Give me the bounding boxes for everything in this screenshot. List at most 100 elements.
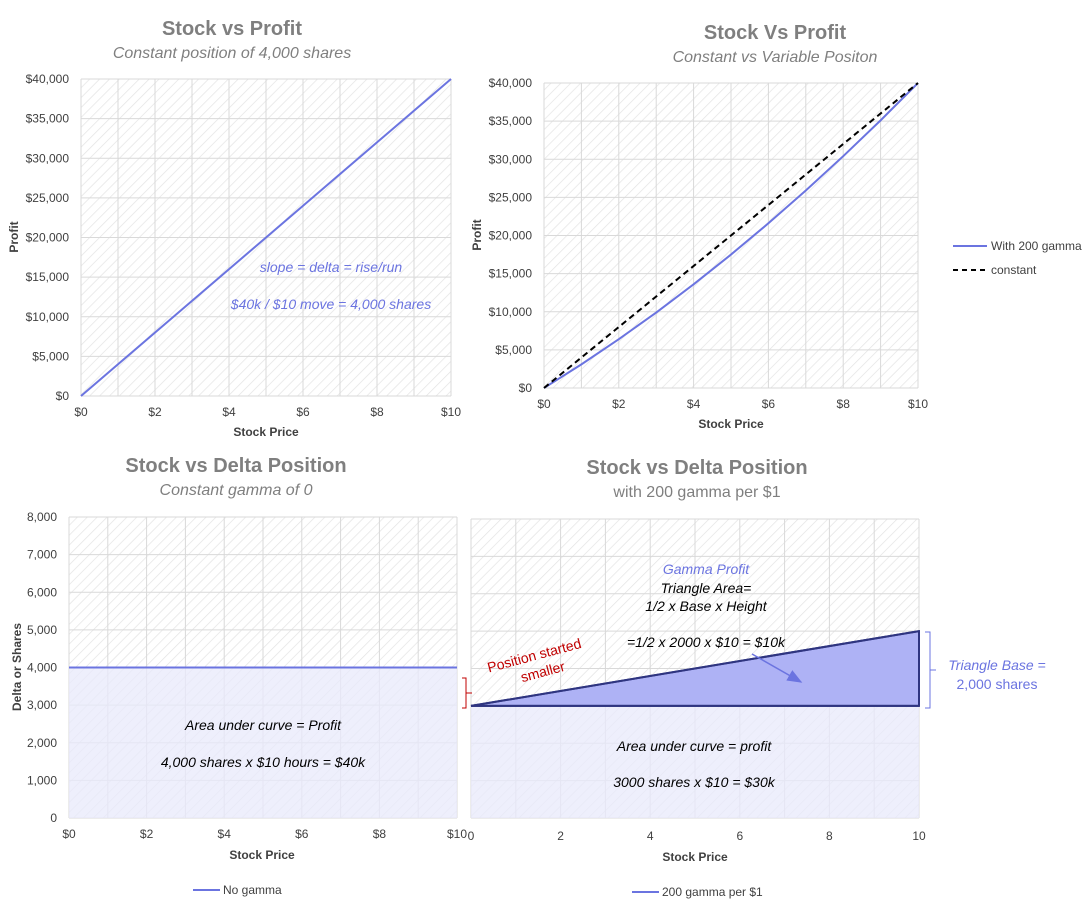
c2-x-tick-label: $2 bbox=[612, 397, 626, 411]
area-under-curve bbox=[471, 705, 919, 818]
triangle-base-bracket bbox=[925, 631, 936, 709]
chart-3-ylabel: Delta or Shares bbox=[10, 623, 24, 711]
c2-y-tick-label: $15,000 bbox=[489, 267, 533, 281]
legend-label-with-200-gamma: With 200 gamma bbox=[991, 239, 1082, 253]
c3-y-tick-label: 2,000 bbox=[27, 736, 57, 750]
legend-label-200-gamma: 200 gamma per $1 bbox=[662, 885, 763, 899]
chart-4-annotation-calc: =1/2 x 2000 x $10 = $10k bbox=[627, 634, 786, 650]
chart-3-xlabel: Stock Price bbox=[229, 848, 295, 862]
c2-x-tick-label: $8 bbox=[837, 397, 851, 411]
c2-x-tick-label: $6 bbox=[762, 397, 776, 411]
chart-3-legend: No gamma bbox=[193, 883, 282, 897]
c1-x-tick-label: $4 bbox=[222, 405, 236, 419]
c3-y-tick-label: 4,000 bbox=[27, 661, 57, 675]
c1-x-tick-label: $2 bbox=[148, 405, 162, 419]
c2-x-tick-label: $4 bbox=[687, 397, 701, 411]
chart-4-plot-area: 0 2 4 6 8 10 bbox=[468, 518, 926, 843]
chart-1-annotation-slope: slope = delta = rise/run bbox=[260, 259, 403, 275]
c1-x-tick-label: $6 bbox=[296, 405, 310, 419]
chart-4-annotation-formula: 1/2 x Base x Height bbox=[645, 598, 768, 614]
chart-4-legend: 200 gamma per $1 bbox=[632, 885, 763, 899]
chart-3-annotation-calc: 4,000 shares x $10 hours = $40k bbox=[161, 754, 366, 770]
chart-2-subtitle: Constant vs Variable Positon bbox=[673, 49, 878, 66]
c3-y-tick-label: 1,000 bbox=[27, 773, 57, 787]
c1-y-tick-label: $10,000 bbox=[26, 310, 70, 324]
c2-series-1 bbox=[543, 82, 919, 389]
c4-x-tick-label: 8 bbox=[826, 829, 833, 843]
c1-y-tick-label: $25,000 bbox=[26, 191, 70, 205]
chart-4-annotation-arrow bbox=[751, 653, 803, 683]
chart-2-xlabel: Stock Price bbox=[698, 417, 764, 431]
c3-x-tick-label: $0 bbox=[62, 827, 76, 841]
c3-y-tick-label: 3,000 bbox=[27, 698, 57, 712]
c1-series-0 bbox=[80, 78, 452, 397]
chart-4-annotation-gamma-profit: Gamma Profit bbox=[663, 561, 750, 577]
chart-4: Stock vs Delta Position with 200 gamma p… bbox=[462, 457, 1046, 899]
position-bracket bbox=[462, 677, 472, 709]
c2-y-tick-label: $30,000 bbox=[489, 152, 533, 166]
chart-2-legend: With 200 gamma constant bbox=[953, 239, 1082, 277]
chart-4-title: Stock vs Delta Position bbox=[586, 457, 807, 479]
c1-y-tick-label: $30,000 bbox=[26, 151, 70, 165]
c4-x-tick-label: 6 bbox=[736, 829, 743, 843]
c1-x-tick-label: $8 bbox=[370, 405, 384, 419]
c1-y-tick-label: $15,000 bbox=[26, 270, 70, 284]
chart-3-plot-area: $0 $2 $4 $6 $8 $10 0 1,000 2,000 3,000 4,000 5,000 6… bbox=[27, 510, 467, 841]
c1-y-tick-label: $40,000 bbox=[26, 72, 70, 86]
c3-y-tick-label: 0 bbox=[50, 811, 57, 825]
chart-1-xlabel: Stock Price bbox=[233, 425, 299, 439]
chart-2-title: Stock Vs Profit bbox=[704, 22, 847, 44]
chart-2-ylabel: Profit bbox=[470, 219, 484, 250]
c1-x-tick-label: $10 bbox=[441, 405, 461, 419]
c3-x-tick-label: $4 bbox=[218, 827, 232, 841]
chart-4-xlabel: Stock Price bbox=[662, 850, 728, 864]
chart-4-annotation-triangle-area: Triangle Area= bbox=[661, 580, 752, 596]
c3-y-tick-label: 5,000 bbox=[27, 623, 57, 637]
c4-x-tick-label: 2 bbox=[557, 829, 564, 843]
chart-4-annotation-area-profit: Area under curve = profit bbox=[616, 738, 773, 754]
chart-4-annotation-area-calc: 3000 shares x $10 = $30k bbox=[613, 774, 776, 790]
c3-x-tick-label: $2 bbox=[140, 827, 154, 841]
c3-x-tick-label: $6 bbox=[295, 827, 309, 841]
c3-y-tick-label: 7,000 bbox=[27, 548, 57, 562]
area-under-curve bbox=[69, 667, 457, 818]
chart-2-plot-area: $0 $2 $4 $6 $8 $10 $0 $5,000 $10,000 $15,000 $20,0… bbox=[489, 76, 929, 411]
chart-1-ylabel: Profit bbox=[7, 221, 21, 252]
c3-x-tick-label: $10 bbox=[447, 827, 467, 841]
chart-3-title: Stock vs Delta Position bbox=[125, 455, 346, 477]
chart-1-subtitle: Constant position of 4,000 shares bbox=[113, 45, 351, 62]
c2-y-tick-label: $5,000 bbox=[495, 343, 532, 357]
c4-x-tick-label: 0 bbox=[468, 829, 475, 843]
c2-series-0 bbox=[543, 82, 919, 389]
legend-label-constant: constant bbox=[991, 263, 1037, 277]
c2-x-tick-label: $10 bbox=[908, 397, 928, 411]
c2-y-tick-label: $0 bbox=[519, 381, 533, 395]
chart-4-annotation-triangle-base-2: 2,000 shares bbox=[957, 676, 1038, 692]
c4-x-tick-label: 10 bbox=[912, 829, 926, 843]
chart-1: Stock vs Profit Constant position of 4,0… bbox=[7, 18, 461, 439]
chart-1-plot-area: $0 $2 $4 $6 $8 $10 $0 $5,000 $10,000 $15,000 $20,0… bbox=[26, 72, 462, 419]
c1-y-tick-label: $0 bbox=[56, 389, 70, 403]
c2-y-tick-label: $40,000 bbox=[489, 76, 533, 90]
chart-1-title: Stock vs Profit bbox=[162, 18, 302, 40]
c1-y-tick-label: $20,000 bbox=[26, 231, 70, 245]
c4-x-tick-label: 4 bbox=[647, 829, 654, 843]
chart-1-annotation-calc: $40k / $10 move = 4,000 shares bbox=[230, 296, 431, 312]
chart-3: Stock vs Delta Position Constant gamma o… bbox=[10, 455, 467, 897]
c3-x-tick-label: $8 bbox=[373, 827, 387, 841]
legend-label-no-gamma: No gamma bbox=[223, 883, 282, 897]
c3-y-tick-label: 8,000 bbox=[27, 510, 57, 524]
c2-y-tick-label: $35,000 bbox=[489, 114, 533, 128]
c1-x-tick-label: $0 bbox=[74, 405, 88, 419]
c2-x-tick-label: $0 bbox=[537, 397, 551, 411]
chart-3-subtitle: Constant gamma of 0 bbox=[160, 482, 313, 499]
chart-4-annotation-triangle-base-1: Triangle Base = bbox=[948, 657, 1045, 673]
c4-series-0 bbox=[470, 630, 920, 707]
chart-4-subtitle: with 200 gamma per $1 bbox=[612, 484, 780, 501]
c2-y-tick-label: $25,000 bbox=[489, 190, 533, 204]
chart-3-annotation-area: Area under curve = Profit bbox=[184, 717, 342, 733]
c2-y-tick-label: $20,000 bbox=[489, 229, 533, 243]
c1-y-tick-label: $35,000 bbox=[26, 112, 70, 126]
chart-2: Stock Vs Profit Constant vs Variable Pos… bbox=[470, 22, 1082, 431]
